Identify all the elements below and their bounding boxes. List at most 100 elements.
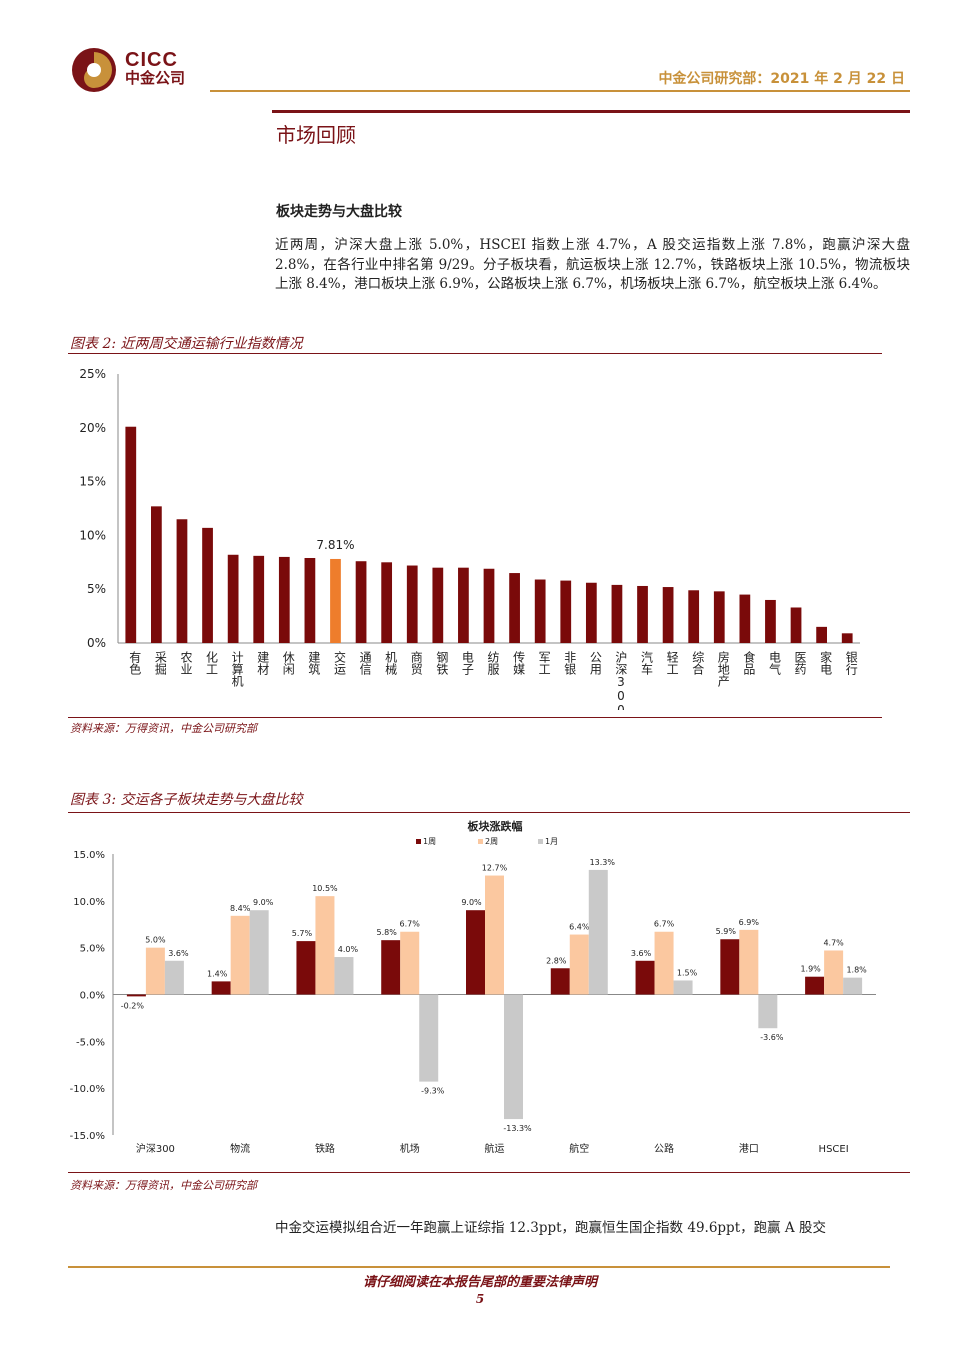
y-tick-label: 5.0% <box>80 944 105 955</box>
data-label: 5.9% <box>716 927 737 936</box>
figure2-bottom-rule <box>68 717 882 718</box>
x-tick-label: 铁路 <box>315 1142 335 1155</box>
bar <box>739 929 759 995</box>
bar <box>635 960 655 995</box>
bar <box>585 582 597 643</box>
legend-label: 1周 <box>423 837 436 846</box>
x-tick-label: 计算机 <box>230 651 244 687</box>
bar <box>662 587 674 643</box>
figure2-top-rule <box>68 353 882 354</box>
x-tick-label: 农业 <box>179 651 193 675</box>
section-bar <box>272 110 910 113</box>
bar <box>713 591 725 643</box>
x-tick-label: 公路 <box>654 1142 674 1155</box>
report-date-line: 中金公司研究部：2021 年 2 月 22 日 <box>658 71 905 87</box>
legend-label: 1月 <box>545 837 558 846</box>
x-tick-label: 电子 <box>460 651 474 675</box>
x-tick-label: 食品 <box>742 650 756 675</box>
bar <box>126 994 146 997</box>
x-tick-label: 交运 <box>332 650 346 676</box>
legend-swatch <box>538 839 543 844</box>
bar <box>315 896 335 995</box>
x-tick-label: 非银 <box>563 651 577 675</box>
data-label: 3.6% <box>168 949 189 958</box>
brand-zh: 中金公司 <box>125 69 186 87</box>
x-tick-label: 休闲 <box>281 651 295 675</box>
brand: CICC 中金公司 <box>125 50 185 86</box>
x-tick-label: 房地产 <box>716 650 730 688</box>
bar <box>805 976 825 995</box>
x-tick-label: 化工 <box>205 651 219 675</box>
y-tick-label: 10% <box>79 528 106 542</box>
x-tick-label: 机械 <box>384 651 398 675</box>
bar <box>569 934 589 995</box>
bar <box>560 580 572 643</box>
section-title: 市场回顾 <box>276 123 356 147</box>
bar <box>739 594 751 643</box>
bar <box>125 426 137 643</box>
x-tick-label: 建材 <box>256 651 270 675</box>
bar <box>151 506 162 643</box>
legend-swatch <box>478 839 483 844</box>
bar <box>334 957 354 995</box>
x-tick-label: 通信 <box>358 651 372 676</box>
data-label: 9.0% <box>253 898 274 907</box>
bar <box>296 941 316 995</box>
data-label: 5.8% <box>377 928 398 937</box>
y-tick-label: 25% <box>79 367 106 381</box>
data-label: 4.7% <box>823 938 844 947</box>
data-label: -3.6% <box>760 1033 784 1042</box>
x-tick-label: 商贸 <box>409 650 423 676</box>
legend-label: 2周 <box>485 837 498 846</box>
bar <box>790 607 802 643</box>
bar <box>202 527 213 643</box>
bar <box>230 915 250 995</box>
legal-disclaimer: 请仔细阅读在本报告尾部的重要法律声明 <box>362 1275 597 1290</box>
section-subtitle: 板块走势与大盘比较 <box>276 204 402 220</box>
x-tick-label: 公用 <box>588 651 602 676</box>
bar <box>765 599 776 643</box>
bar <box>654 931 674 995</box>
x-tick-label: 建筑 <box>307 651 321 675</box>
x-tick-label: 沪深300 <box>136 1142 175 1155</box>
x-tick-label: 沪深300 <box>614 651 628 710</box>
legend-swatch <box>416 839 421 844</box>
brand-en: CICC <box>125 49 178 71</box>
bar <box>637 585 648 643</box>
x-tick-label: 港口 <box>739 1143 759 1155</box>
bar <box>466 910 485 995</box>
x-tick-label: 纺服 <box>486 651 500 676</box>
bar <box>588 869 608 995</box>
x-tick-label: 医药 <box>793 651 807 675</box>
page-number: 5 <box>475 1292 485 1306</box>
data-label: 1.5% <box>677 968 698 977</box>
y-tick-label: 0% <box>87 636 106 650</box>
x-tick-label: 电气 <box>767 651 781 675</box>
subsector-comparison-chart: 板块涨跌幅 1周 2周 1月 15.0% 10.0% 5.0% 0.0% -5.0% -10.0%… <box>70 819 876 1155</box>
bar <box>211 981 231 995</box>
bar <box>400 931 420 995</box>
x-tick-label: 采掘 <box>153 651 167 676</box>
highlight-data-label: 7.81% <box>316 538 354 552</box>
figure2-source: 资料来源：万得资讯，中金公司研究部 <box>70 722 257 735</box>
body-paragraph: 近两周，沪深大盘上涨 5.0%，HSCEI 指数上涨 4.7%，A 股交运指数上… <box>275 237 910 292</box>
data-label: 4.0% <box>338 945 359 954</box>
bar <box>304 557 316 643</box>
figure3-source: 资料来源：万得资讯，中金公司研究部 <box>70 1179 257 1192</box>
data-label: 5.7% <box>292 929 313 938</box>
y-tick-label: 15.0% <box>73 850 105 861</box>
bar <box>145 947 165 995</box>
y-tick-label: 10.0% <box>73 897 105 908</box>
data-label: 1.9% <box>800 965 821 974</box>
bar <box>816 626 827 643</box>
bar <box>278 556 290 643</box>
bar <box>485 875 504 995</box>
x-tick-label: 传媒 <box>512 650 526 675</box>
figure3-top-rule <box>68 812 910 813</box>
x-tick-label: HSCEI <box>819 1144 849 1155</box>
bar <box>330 558 341 643</box>
x-tick-label: 有色 <box>128 651 142 675</box>
data-label: 3.6% <box>631 949 652 958</box>
data-label: 6.7% <box>654 920 675 929</box>
figure2-title: 图表 2: 近两周交通运输行业指数情况 <box>70 336 303 352</box>
